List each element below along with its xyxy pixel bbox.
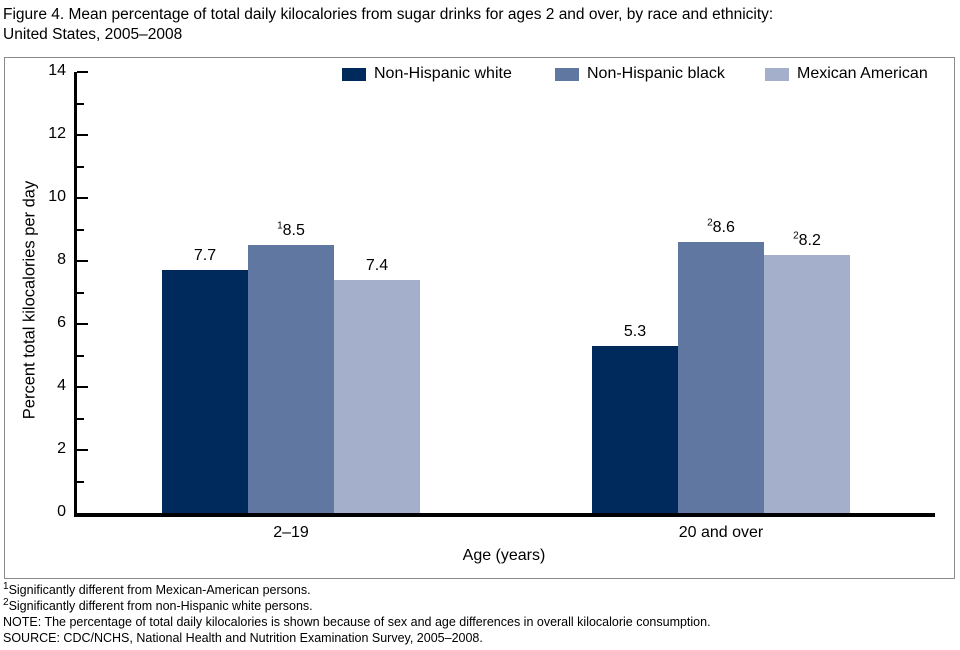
legend-label: Non-Hispanic black	[587, 65, 725, 82]
footnote-source: SOURCE: CDC/NCHS, National Health and Nu…	[3, 630, 711, 646]
footnote-2-sup: 2	[3, 596, 9, 608]
legend-item-non-hispanic-black: Non-Hispanic black	[555, 65, 725, 83]
footnote-2: 2Significantly different from non-Hispan…	[3, 596, 711, 614]
footnote-1-sup: 1	[3, 580, 9, 592]
y-axis-title: Percent total kilocalories per day	[20, 180, 39, 420]
chart-frame	[4, 57, 955, 579]
legend-swatch-non-hispanic-black	[555, 67, 579, 81]
footnotes: 1Significantly different from Mexican-Am…	[3, 580, 711, 646]
legend-item-non-hispanic-white: Non-Hispanic white	[342, 65, 512, 83]
figure-title-line1: Figure 4. Mean percentage of total daily…	[3, 6, 774, 23]
x-axis-title: Age (years)	[462, 547, 546, 564]
legend-label: Mexican American	[797, 65, 928, 82]
footnote-note: NOTE: The percentage of total daily kilo…	[3, 614, 711, 630]
footnote-note-text: NOTE: The percentage of total daily kilo…	[3, 615, 711, 629]
footnote-1: 1Significantly different from Mexican-Am…	[3, 580, 711, 598]
legend-swatch-non-hispanic-white	[342, 67, 366, 81]
footnote-1-text: Significantly different from Mexican-Ame…	[8, 583, 311, 597]
figure-title: Figure 4. Mean percentage of total daily…	[3, 5, 773, 45]
legend-swatch-mexican-american	[765, 67, 789, 81]
figure-title-line2: United States, 2005–2008	[3, 26, 183, 43]
footnote-2-text: Significantly different from non-Hispani…	[8, 599, 313, 613]
footnote-source-text: SOURCE: CDC/NCHS, National Health and Nu…	[3, 631, 483, 645]
legend-item-mexican-american: Mexican American	[765, 65, 928, 83]
legend-label: Non-Hispanic white	[374, 65, 512, 82]
